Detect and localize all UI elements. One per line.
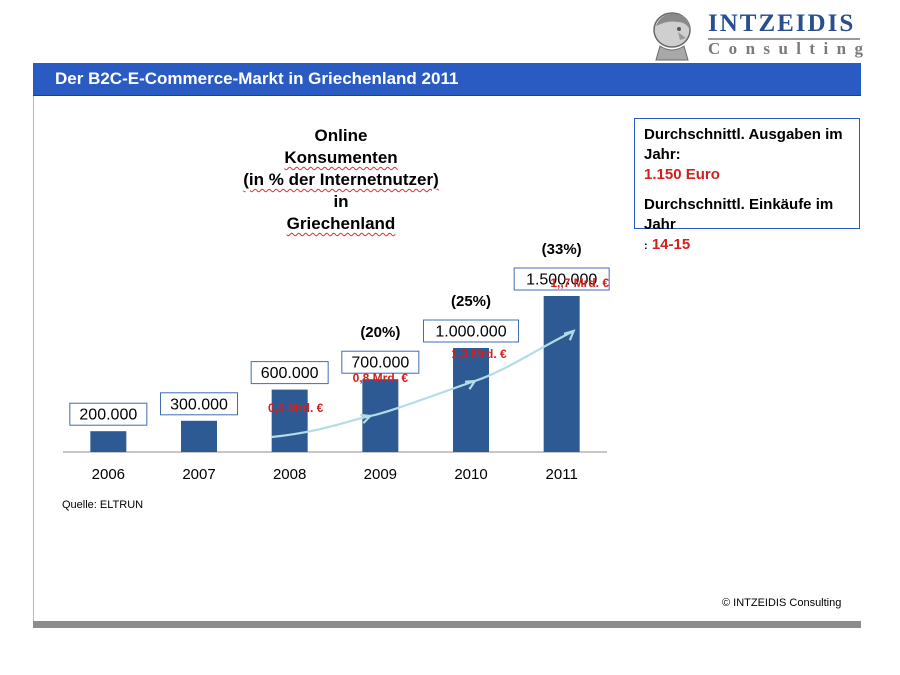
trend-arrowhead	[360, 413, 373, 424]
chart-title-line-2: (in % der Internetnutzer)	[243, 170, 439, 189]
chart-title-line-3: in Griechenland	[286, 192, 396, 233]
spend-value: 1.150 Euro	[644, 166, 720, 183]
percent-label: (33%)	[542, 241, 582, 258]
value-box	[513, 267, 610, 291]
x-tick-label: 2006	[92, 466, 125, 483]
percent-label: (25%)	[451, 293, 491, 310]
logo-name: INTZEIDIS	[708, 10, 856, 37]
trend-arrowhead	[563, 329, 576, 341]
spend-label: Durchschnittl. Ausgaben im Jahr:	[644, 126, 843, 163]
header-bar: Der B2C-E-Commerce-Markt in Griechenland…	[33, 63, 861, 96]
bar-2011	[543, 296, 580, 452]
bar-2010	[453, 348, 489, 452]
revenue-label: 0,8 Mrd. €	[353, 371, 409, 385]
bar-2006	[90, 431, 127, 452]
revenue-label: 1,,7 Mrd. €	[550, 276, 609, 290]
slide-frame	[33, 63, 861, 621]
x-tick-label: 2009	[364, 466, 397, 483]
bar-2007	[181, 420, 217, 452]
value-box	[250, 361, 329, 385]
percent-label: (20%)	[360, 324, 400, 341]
chart-title-line-1: Online Konsumenten	[284, 126, 398, 167]
trend-arrowhead	[464, 379, 478, 390]
chart-title: Online Konsumenten (in % der Internetnut…	[200, 125, 482, 235]
trend-curve	[271, 330, 575, 439]
x-tick-label: 2007	[182, 466, 215, 483]
logo-subtitle: Consulting	[708, 39, 872, 58]
purchases-label: Durchschnittl. Einkäufe im Jahr	[644, 196, 834, 233]
data-label: 300.000	[170, 396, 228, 413]
bottom-bar	[33, 621, 861, 628]
logo-rule	[708, 38, 860, 40]
data-label: 600.000	[261, 365, 319, 382]
x-tick-label: 2011	[546, 466, 578, 483]
value-box	[160, 392, 238, 416]
purchases-colon: :	[644, 240, 648, 252]
data-label: 700.000	[351, 355, 409, 372]
purchases-value: 14-15	[651, 236, 691, 253]
company-logo: INTZEIDIS Consulting	[642, 8, 863, 63]
copyright-note: © INTZEIDIS Consulting	[722, 597, 842, 609]
x-tick-label: 2008	[273, 466, 306, 483]
value-box	[341, 350, 420, 374]
data-label: 1.000.000	[435, 324, 506, 341]
data-label: 200.000	[79, 407, 137, 424]
x-tick-label: 2010	[454, 466, 487, 483]
bar-2008	[271, 389, 308, 452]
value-box	[69, 402, 148, 426]
value-box	[423, 319, 519, 343]
head-bust-icon	[653, 12, 691, 61]
revenue-label: 1,3 Mrd. €	[451, 347, 507, 361]
data-label: 1.500.000	[526, 272, 597, 289]
source-note: Quelle: ELTRUN	[62, 499, 144, 511]
revenue-label: 0,5 Mrd. €	[268, 401, 324, 415]
info-box: Durchschnittl. Ausgaben im Jahr: 1.150 E…	[634, 118, 860, 253]
slide-title: Der B2C-E-Commerce-Markt in Griechenland…	[55, 69, 459, 88]
